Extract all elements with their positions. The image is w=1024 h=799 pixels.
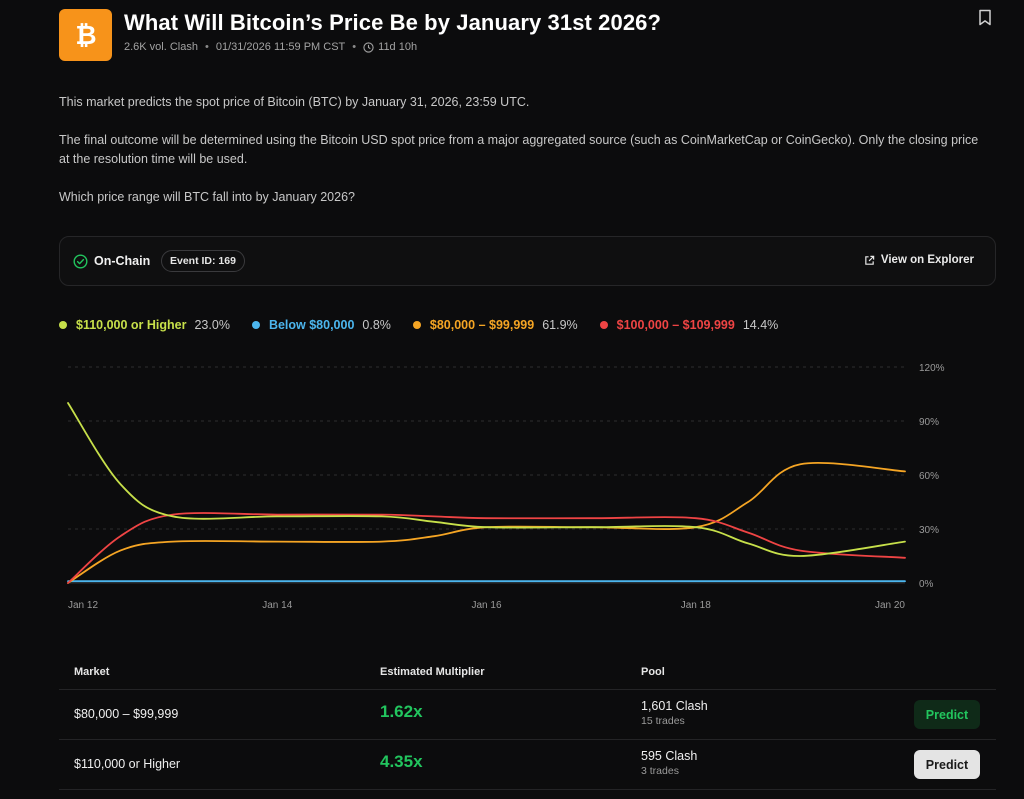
x-tick-label: Jan 20: [875, 600, 905, 611]
series-line: [67, 402, 906, 557]
table-row: $80,000 – $99,999 1.62x 1,601 Clash 15 t…: [59, 690, 996, 740]
legend-dot: [599, 321, 608, 329]
y-tick-label: 30%: [919, 525, 939, 536]
legend-name: $80,000 – $99,999: [429, 318, 535, 332]
bitcoin-icon: ₿: [75, 20, 96, 50]
x-tick-label: Jan 12: [68, 600, 98, 611]
legend-name: $110,000 or Higher: [76, 318, 187, 332]
market-meta: 2.6K vol. Clash • 01/31/2026 11:59 PM CS…: [124, 41, 417, 53]
check-circle-icon: [73, 254, 88, 269]
legend-value: 14.4%: [742, 318, 779, 332]
y-tick-label: 90%: [919, 417, 939, 428]
markets-table: Market Estimated Multiplier Pool $80,000…: [59, 655, 996, 790]
legend-value: 61.9%: [542, 318, 578, 332]
x-tick-label: Jan 18: [681, 600, 711, 611]
onchain-label: On-Chain: [94, 254, 151, 268]
pool-cell: 1,601 Clash 15 trades: [641, 699, 708, 727]
pool-amount: 1,601 Clash: [641, 699, 708, 713]
legend-item: $100,000 – $109,999 14.4%: [599, 318, 779, 332]
trade-count: 3 trades: [641, 765, 679, 777]
table-row: $110,000 or Higher 4.35x 595 Clash 3 tra…: [59, 740, 996, 790]
market-name: $110,000 or Higher: [74, 757, 181, 771]
description-paragraph: Which price range will BTC fall into by …: [59, 190, 355, 204]
onchain-panel: On-Chain Event ID: 169 View on Explorer: [59, 236, 996, 286]
y-tick-label: 120%: [919, 363, 945, 374]
volume-text: 2.6K vol. Clash: [124, 41, 198, 53]
page-title: What Will Bitcoin’s Price Be by January …: [124, 10, 662, 35]
view-on-explorer-label: View on Explorer: [880, 254, 974, 266]
pool-amount: 595 Clash: [641, 749, 698, 763]
x-tick-label: Jan 14: [262, 600, 292, 611]
x-tick-label: Jan 16: [471, 600, 501, 611]
chart-legend: $110,000 or Higher 23.0% Below $80,000 0…: [59, 318, 800, 332]
table-header: Market Estimated Multiplier Pool: [59, 655, 996, 690]
multiplier-value: 4.35x: [380, 752, 423, 771]
time-left-text: 11d 10h: [378, 41, 418, 53]
svg-text:₿: ₿: [75, 20, 96, 50]
series-line: [67, 512, 906, 584]
description-paragraph: This market predicts the spot price of B…: [59, 95, 530, 109]
legend-name: Below $80,000: [268, 318, 355, 332]
market-description: This market predicts the spot price of B…: [59, 93, 989, 226]
legend-dot: [412, 321, 421, 329]
predict-button[interactable]: Predict: [914, 750, 980, 779]
legend-item: $110,000 or Higher 23.0%: [59, 318, 230, 332]
series-line: [67, 461, 906, 584]
separator-dot: •: [204, 41, 209, 53]
clock-icon: [363, 41, 374, 53]
price-history-chart: 0% 30% 60% 90% 120% Jan 12 Jan 14 Jan 16 Jan 18 J…: [67, 363, 945, 611]
external-link-icon: [865, 255, 875, 265]
legend-name: $100,000 – $109,999: [616, 318, 735, 332]
bitcoin-logo: ₿: [59, 9, 112, 61]
legend-value: 0.8%: [362, 318, 391, 332]
column-header-market: Market: [74, 666, 110, 678]
separator-dot: •: [352, 41, 357, 53]
legend-value: 23.0%: [194, 318, 230, 332]
y-tick-label: 0%: [919, 579, 934, 590]
legend-dot: [251, 321, 260, 329]
legend-item: $80,000 – $99,999 61.9%: [412, 318, 578, 332]
legend-item: Below $80,000 0.8%: [251, 318, 391, 332]
legend-dot: [59, 321, 67, 329]
event-id-badge: Event ID: 169: [161, 250, 245, 272]
predict-button[interactable]: Predict: [914, 700, 980, 729]
end-date-text: 01/31/2026 11:59 PM CST: [215, 41, 346, 53]
market-header: ₿ What Will Bitcoin’s Price Be by Januar…: [59, 9, 1009, 61]
description-paragraph: The final outcome will be determined usi…: [59, 133, 979, 166]
column-header-multiplier: Estimated Multiplier: [380, 666, 485, 678]
trade-count: 15 trades: [641, 715, 685, 727]
view-on-explorer-link[interactable]: View on Explorer: [864, 254, 974, 266]
multiplier-value: 1.62x: [380, 702, 423, 721]
bookmark-icon[interactable]: [978, 9, 994, 27]
column-header-pool: Pool: [641, 666, 665, 678]
pool-cell: 595 Clash 3 trades: [641, 749, 697, 777]
y-tick-label: 60%: [919, 471, 939, 482]
market-name: $80,000 – $99,999: [74, 707, 179, 721]
